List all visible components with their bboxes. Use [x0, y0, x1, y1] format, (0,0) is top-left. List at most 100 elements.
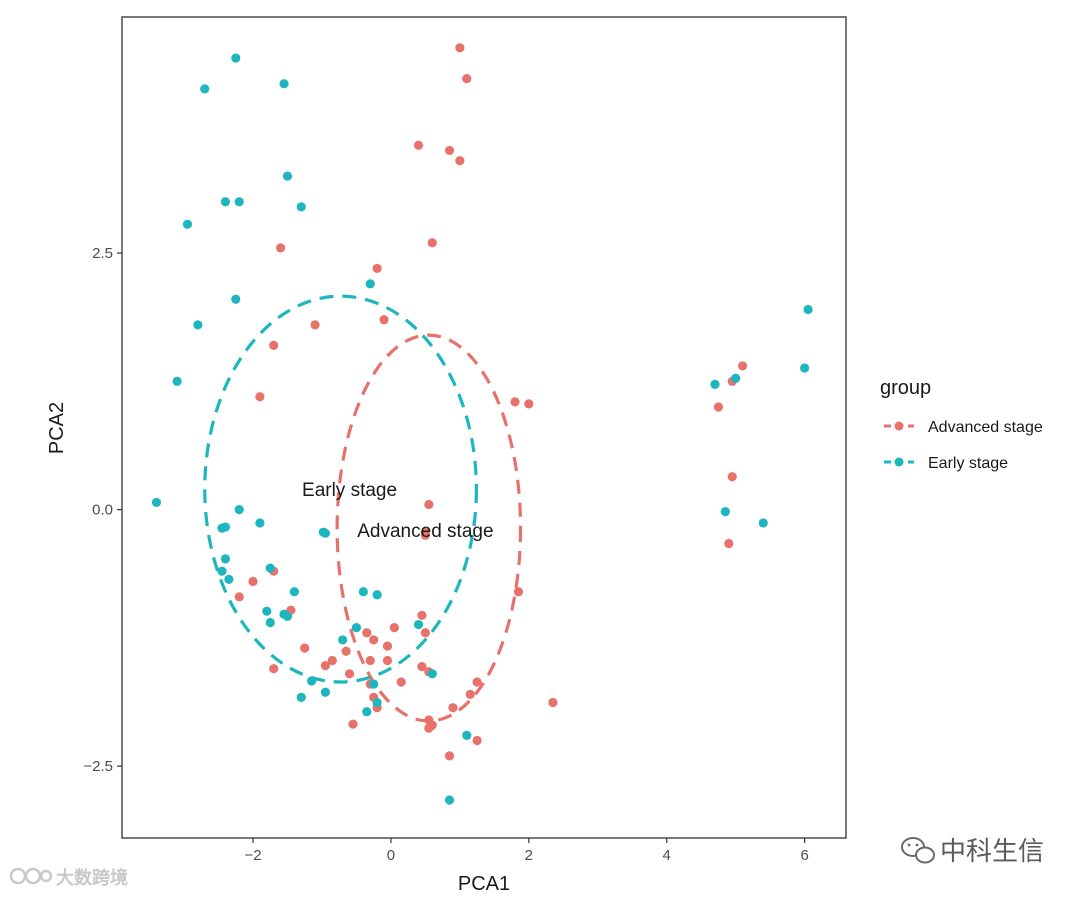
point-early-stage-29 [358, 587, 368, 597]
point-early-stage-19 [234, 505, 244, 515]
point-early-stage-43 [372, 697, 382, 708]
point-advanced-stage-4 [455, 156, 465, 166]
x-axis-title: PCA1 [458, 873, 510, 895]
point-advanced-stage-23 [234, 592, 244, 602]
annotation-advanced-stage: Advanced stage [357, 521, 493, 542]
point-advanced-stage-33 [300, 643, 310, 653]
point-advanced-stage-6 [275, 243, 286, 253]
point-early-stage-22 [255, 518, 265, 528]
point-early-stage-5 [234, 197, 244, 207]
point-early-stage-14 [803, 304, 813, 315]
point-early-stage-37 [413, 619, 424, 630]
point-advanced-stage-17 [727, 472, 737, 482]
point-early-stage-3 [282, 171, 293, 181]
ellipse-early-stage [203, 294, 479, 684]
x-tick-label-4: 6 [800, 847, 808, 864]
point-advanced-stage-31 [382, 641, 393, 651]
point-early-stage-46 [444, 795, 455, 805]
data-points [151, 43, 813, 805]
point-advanced-stage-37 [382, 655, 393, 666]
point-early-stage-10 [193, 320, 203, 330]
point-advanced-stage-44 [472, 677, 482, 687]
point-advanced-stage-43 [396, 677, 406, 687]
point-advanced-stage-36 [365, 655, 375, 666]
centroid-early-stage [318, 527, 328, 537]
y-axis-title: PCA2 [46, 402, 68, 454]
point-early-stage-27 [265, 563, 275, 573]
y-tick-label-1: 0.0 [92, 502, 113, 519]
point-advanced-stage-2 [413, 140, 424, 150]
point-advanced-stage-27 [389, 623, 399, 633]
point-advanced-stage-48 [448, 703, 458, 713]
watermark-right: 中科生信 [901, 836, 1044, 866]
point-early-stage-36 [338, 635, 348, 645]
point-early-stage-15 [800, 363, 810, 373]
point-advanced-stage-32 [341, 646, 351, 656]
y-tick-label-0: −2.5 [83, 758, 113, 775]
point-advanced-stage-35 [320, 660, 331, 671]
point-advanced-stage-9 [379, 315, 389, 325]
point-early-stage-33 [282, 611, 293, 621]
point-advanced-stage-18 [724, 538, 734, 549]
point-early-stage-12 [710, 379, 720, 389]
point-early-stage-26 [224, 574, 234, 584]
watermark-left: 大数跨境 [9, 867, 128, 888]
point-early-stage-31 [262, 606, 272, 616]
point-early-stage-42 [369, 679, 379, 689]
point-early-stage-16 [720, 507, 730, 517]
point-early-stage-38 [427, 669, 437, 679]
watermark-left-logo [9, 867, 53, 885]
point-early-stage-4 [220, 197, 231, 207]
legend: group Advanced stage Early stage [880, 377, 1043, 472]
point-early-stage-18 [151, 497, 162, 508]
point-advanced-stage-10 [269, 340, 279, 350]
point-early-stage-9 [231, 294, 241, 304]
plot-panel [121, 16, 847, 839]
point-early-stage-41 [296, 692, 306, 703]
x-axis: −2 0 2 4 6 [244, 838, 809, 864]
point-advanced-stage-34 [327, 655, 337, 666]
legend-title: group [880, 377, 931, 399]
point-advanced-stage-40 [269, 664, 279, 674]
point-advanced-stage-19 [424, 499, 434, 510]
point-advanced-stage-1 [462, 73, 472, 84]
point-early-stage-35 [351, 623, 362, 633]
x-tick-label-2: 2 [525, 847, 533, 864]
x-tick-label-0: −2 [244, 847, 261, 864]
point-early-stage-7 [182, 219, 193, 229]
point-advanced-stage-49 [548, 697, 558, 708]
point-early-stage-21 [220, 522, 231, 532]
legend-label-early-stage: Early stage [928, 455, 1008, 472]
point-advanced-stage-5 [427, 238, 437, 248]
point-advanced-stage-54 [472, 735, 482, 746]
point-early-stage-11 [172, 376, 182, 386]
point-advanced-stage-14 [737, 361, 748, 371]
watermark-right-text: 中科生信 [940, 836, 1044, 866]
point-advanced-stage-30 [369, 635, 379, 645]
point-advanced-stage-13 [524, 399, 534, 409]
point-advanced-stage-3 [444, 145, 455, 156]
point-advanced-stage-52 [424, 723, 434, 733]
wechat-icon [901, 837, 935, 864]
point-early-stage-44 [362, 707, 372, 717]
centroid-points [318, 527, 430, 537]
point-advanced-stage-21 [248, 576, 258, 587]
watermark-left-text: 大数跨境 [56, 867, 128, 888]
x-tick-label-3: 4 [663, 847, 671, 864]
point-early-stage-0 [231, 53, 241, 63]
point-advanced-stage-45 [465, 689, 475, 699]
centroid-advanced-stage [420, 527, 430, 537]
point-early-stage-13 [731, 373, 741, 383]
legend-key-point-advanced [894, 421, 904, 431]
point-advanced-stage-25 [513, 587, 524, 597]
legend-label-advanced-stage: Advanced stage [928, 419, 1043, 436]
point-advanced-stage-11 [255, 392, 265, 402]
legend-key-point-early [894, 457, 904, 467]
point-early-stage-34 [265, 617, 275, 628]
point-advanced-stage-7 [372, 263, 382, 274]
point-early-stage-39 [307, 676, 317, 686]
point-advanced-stage-8 [310, 320, 320, 330]
point-advanced-stage-29 [362, 628, 372, 638]
point-advanced-stage-55 [444, 751, 455, 761]
